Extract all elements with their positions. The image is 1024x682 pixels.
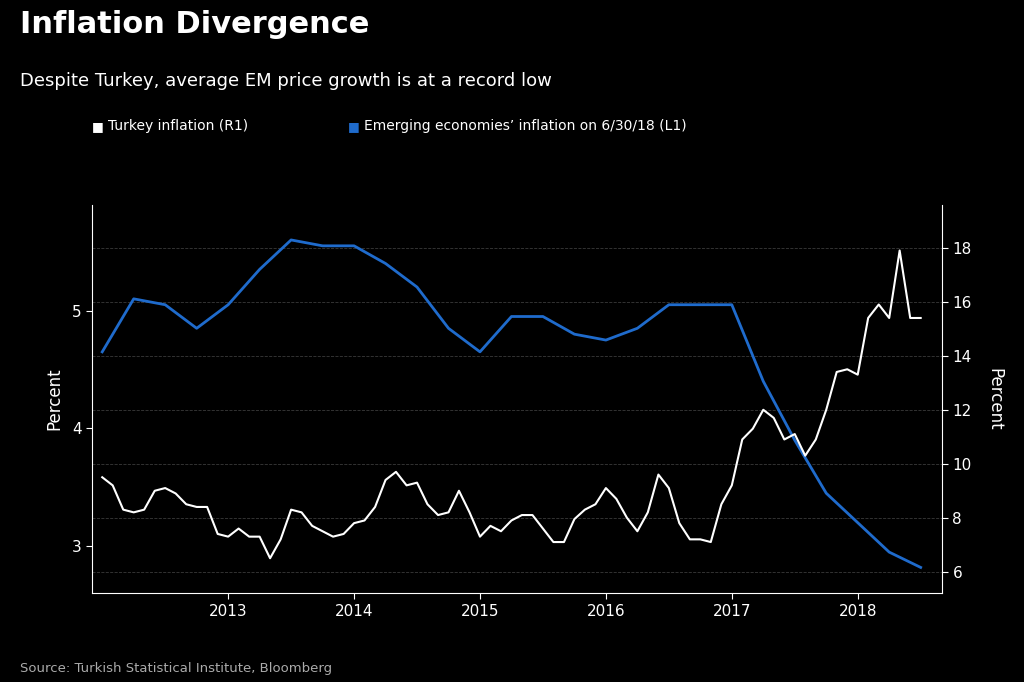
Text: ■: ■ (348, 119, 359, 133)
Text: Inflation Divergence: Inflation Divergence (20, 10, 370, 40)
Text: Source: Turkish Statistical Institute, Bloomberg: Source: Turkish Statistical Institute, B… (20, 662, 333, 675)
Text: ■: ■ (92, 119, 103, 133)
Y-axis label: Percent: Percent (986, 368, 1004, 430)
Text: Despite Turkey, average EM price growth is at a record low: Despite Turkey, average EM price growth … (20, 72, 552, 89)
Text: Turkey inflation (R1): Turkey inflation (R1) (108, 119, 248, 133)
Text: Emerging economies’ inflation on 6/30/18 (L1): Emerging economies’ inflation on 6/30/18… (364, 119, 686, 133)
Y-axis label: Percent: Percent (46, 368, 63, 430)
